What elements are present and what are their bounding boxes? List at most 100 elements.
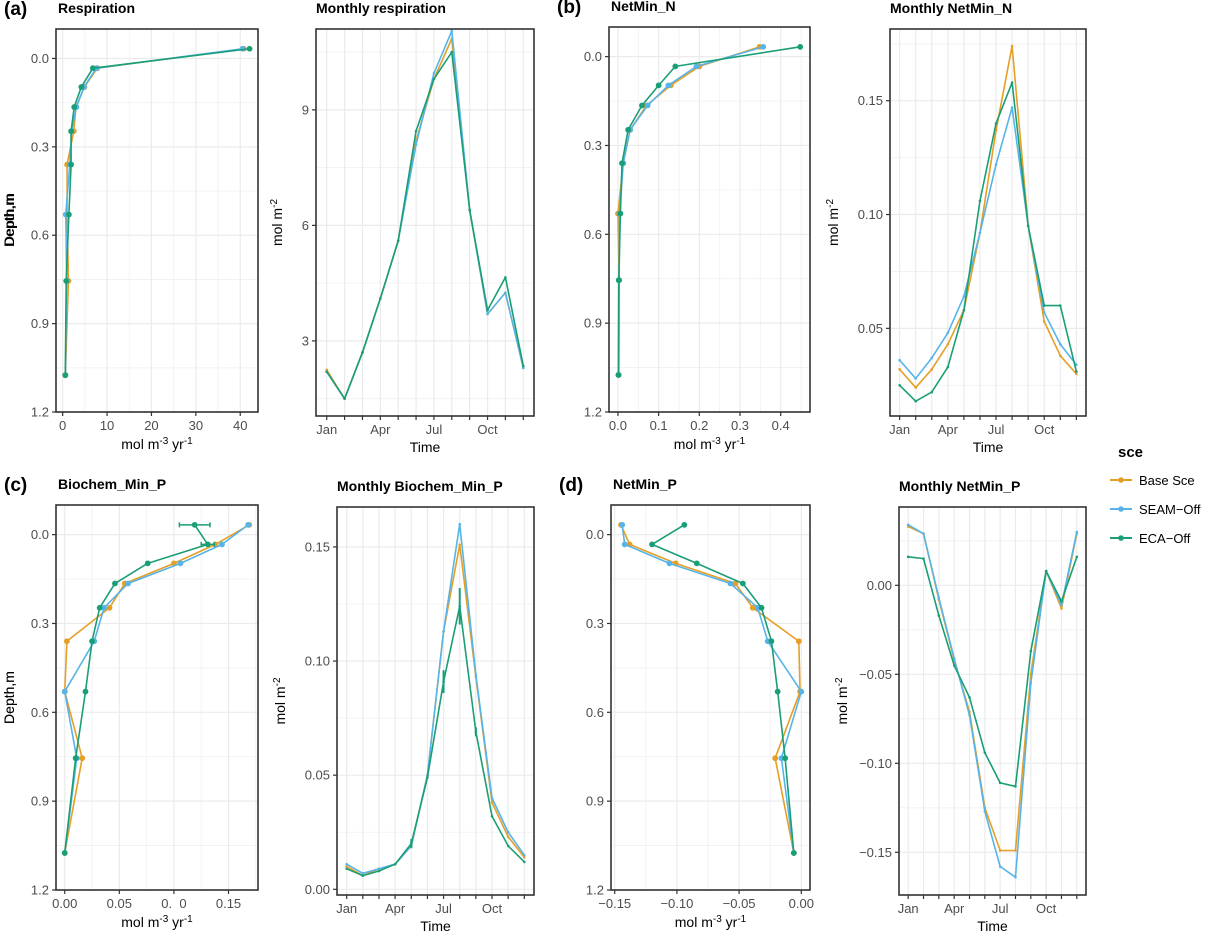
plot-background [316, 29, 534, 416]
data-point [506, 835, 510, 839]
y-tick-label: 0.6 [31, 705, 49, 720]
panel-b-monthly: Jan Apr Jul Oct 0.05 0.10 0.15 Time mol m-2 Month… [825, 0, 1087, 455]
x-tick-label: Oct [1034, 422, 1055, 437]
data-point [377, 867, 381, 871]
data-point [639, 102, 645, 109]
x-axis-title: Time [420, 918, 451, 934]
axis-title-part: yr [168, 914, 184, 930]
data-point [978, 199, 982, 203]
x-tick-label: 0.00 [52, 896, 77, 911]
superscript: -3 [159, 914, 168, 925]
panel-border [898, 506, 1087, 896]
x-axis-title: mol m-3 yr-1 [121, 914, 193, 931]
y-axis: 0.0 0.3 0.6 0.9 1.2 [584, 49, 609, 420]
gridlines [316, 29, 534, 416]
data-point [345, 862, 348, 866]
data-point [490, 801, 494, 804]
data-point [101, 604, 107, 611]
data-point [1014, 875, 1017, 879]
panel-a-profile: 0 10 20 30 40 0.0 0.3 0.6 0.9 1.2 mol m-3 yr-1 Dept… [1, 0, 259, 452]
data-point [922, 557, 925, 560]
data-point [1029, 681, 1033, 685]
panel-letter: (d) [559, 475, 583, 496]
superscript: -3 [159, 436, 168, 447]
data-point [968, 696, 971, 699]
y-tick-label: 6 [302, 218, 309, 233]
x-tick-label: Apr [370, 422, 391, 437]
y-tick-label: 0.9 [586, 794, 604, 809]
series-eca-off [345, 588, 526, 877]
y-tick-label: 1.2 [31, 883, 49, 898]
panel-c-profile: 0.00 0.05 0. 0 0.15 0.0 0.3 0.6 0.9 1.2 mol m-3 y… [1, 475, 259, 931]
legend-key-point [1118, 477, 1124, 483]
data-point [504, 291, 507, 295]
data-point [615, 277, 622, 284]
x-tick-label: Apr [944, 901, 965, 916]
data-point [377, 869, 381, 873]
series-line [908, 556, 1078, 788]
data-point [666, 560, 673, 567]
y-tick-label: 0.6 [586, 705, 604, 720]
data-point [946, 331, 950, 335]
data-point [937, 614, 941, 617]
data-point [63, 277, 70, 284]
y-tick-label: −0.15 [859, 845, 892, 860]
x-axis: −0.15 −0.10 −0.05 0.00 [598, 890, 814, 911]
x-tick-label: 0.05 [107, 896, 132, 911]
x-tick-label: 40 [233, 418, 247, 433]
data-point [727, 580, 734, 587]
x-axis-title: Time [973, 439, 1004, 455]
data-point [78, 84, 85, 90]
panel-title: NetMin_N [611, 0, 676, 14]
data-point [523, 856, 526, 859]
y-tick-label: 0.9 [31, 316, 49, 331]
y-tick-label: 3 [302, 333, 309, 348]
data-point [64, 638, 70, 645]
legend-label: Base Sce [1139, 473, 1195, 488]
panel-title: Monthly respiration [316, 0, 446, 16]
y-tick-label: 0.3 [586, 616, 604, 631]
superscript: -1 [737, 914, 746, 925]
y-axis-title: Depth,m [1, 194, 17, 247]
gridlines [611, 505, 810, 891]
data-point [621, 541, 628, 548]
x-tick-label: 0.15 [216, 896, 241, 911]
data-point [672, 63, 679, 70]
y-tick-label: 0.10 [858, 207, 883, 222]
y-tick-label: −0.10 [859, 756, 892, 771]
data-point [978, 231, 982, 235]
series-line [899, 106, 1077, 380]
plot-background [611, 505, 810, 890]
data-point [79, 755, 86, 762]
series-line [346, 523, 525, 875]
axis-title-part: mol m [121, 914, 159, 930]
data-point [325, 368, 329, 372]
data-point [523, 853, 526, 857]
y-tick-label: 0.10 [305, 654, 330, 669]
data-point [1010, 44, 1014, 48]
data-point [325, 370, 329, 374]
data-point [681, 521, 688, 528]
data-point [450, 29, 454, 33]
data-point [749, 604, 756, 611]
panel-border [55, 28, 259, 413]
data-point [693, 560, 700, 567]
panel-letter: (c) [4, 475, 27, 496]
x-tick-label: Apr [385, 901, 406, 916]
data-point [898, 383, 901, 387]
data-point [61, 850, 68, 856]
data-point [442, 630, 445, 633]
data-point [898, 358, 901, 362]
data-point [930, 356, 934, 360]
data-point [1026, 224, 1030, 228]
y-axis-title: Depth,m [1, 193, 17, 246]
data-point [922, 532, 925, 535]
data-point [1075, 372, 1078, 376]
data-point [906, 555, 910, 559]
axis-title-part: mol m [675, 914, 713, 930]
data-point [432, 77, 436, 81]
data-point [490, 814, 494, 818]
data-point [506, 830, 510, 834]
panel-c-monthly: Jan Apr Jul Oct 0.00 0.05 0.10 0.15 Time mol m-2 M… [272, 478, 535, 934]
